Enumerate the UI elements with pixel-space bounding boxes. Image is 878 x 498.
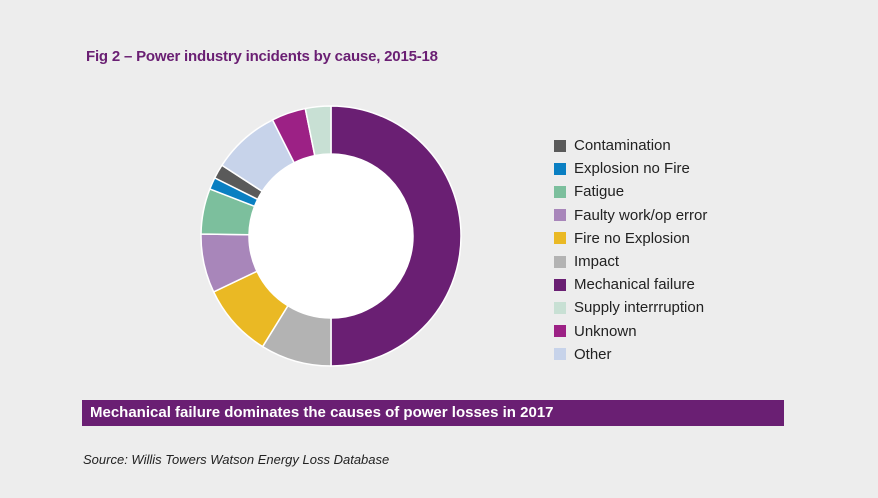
legend-item: Fire no Explosion xyxy=(554,227,707,250)
legend-swatch xyxy=(554,162,566,175)
legend-item: Faulty work/op error xyxy=(554,204,707,227)
legend-label: Unknown xyxy=(574,322,637,340)
legend-swatch xyxy=(554,185,566,198)
legend-item: Mechanical failure xyxy=(554,273,707,296)
legend-item: Other xyxy=(554,343,707,366)
legend-item: Fatigue xyxy=(554,180,707,203)
legend-swatch xyxy=(554,348,566,361)
donut-hole xyxy=(249,154,413,318)
legend-swatch xyxy=(554,278,566,291)
legend-label: Faulty work/op error xyxy=(574,206,708,224)
legend-swatch xyxy=(554,325,566,338)
legend-swatch xyxy=(554,209,566,222)
chart-legend: Contamination Explosion no Fire Fatigue Fau… xyxy=(554,134,707,366)
legend-label: Impact xyxy=(574,253,620,271)
legend-swatch xyxy=(554,139,566,152)
legend-swatch xyxy=(554,301,566,314)
legend-label: Mechanical failure xyxy=(574,276,695,294)
chart-title: Fig 2 – Power industry incidents by caus… xyxy=(86,48,438,65)
legend-label: Explosion no Fire xyxy=(574,160,690,178)
legend-label: Contamination xyxy=(574,137,671,155)
legend-item: Explosion no Fire xyxy=(554,157,707,180)
legend-item: Impact xyxy=(554,250,707,273)
legend-swatch xyxy=(554,232,566,245)
legend-label: Fire no Explosion xyxy=(574,229,690,247)
legend-item: Contamination xyxy=(554,134,707,157)
legend-swatch xyxy=(554,255,566,268)
legend-item: Supply interrruption xyxy=(554,296,707,319)
legend-item: Unknown xyxy=(554,320,707,343)
caption-banner: Mechanical failure dominates the causes … xyxy=(82,400,784,426)
legend-label: Fatigue xyxy=(574,183,625,201)
source-note: Source: Willis Towers Watson Energy Loss… xyxy=(83,452,390,467)
legend-label: Supply interrruption xyxy=(574,299,705,317)
legend-label: Other xyxy=(574,345,612,363)
